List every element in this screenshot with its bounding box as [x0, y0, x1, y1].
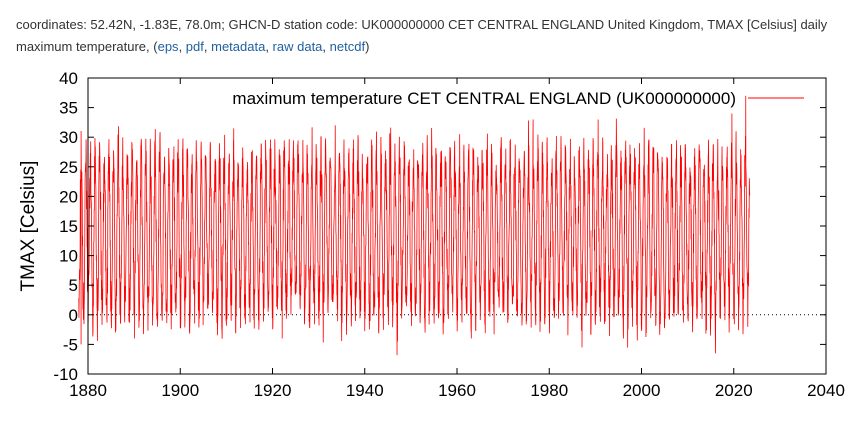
y-tick-label: 10 [59, 247, 78, 266]
legend-label: maximum temperature CET CENTRAL ENGLAND … [232, 89, 736, 108]
y-axis-label: TMAX [Celsius] [18, 161, 39, 292]
y-tick-label: 25 [59, 158, 78, 177]
pdf-link[interactable]: pdf [185, 39, 204, 54]
x-tick-label: 2000 [623, 381, 661, 400]
y-tick-label: -10 [53, 365, 78, 384]
metadata-link[interactable]: metadata [211, 39, 266, 54]
temperature-chart: 1880 1900 1920 1940 1960 1980 2000 2020 2040-10-… [18, 69, 845, 400]
y-tick-label: 15 [59, 217, 78, 236]
y-tick-label: 40 [59, 69, 78, 88]
y-tick-label: 0 [69, 306, 78, 325]
x-tick-label: 2020 [715, 381, 753, 400]
caption-text: coordinates: 52.42N, -1.83E, 78.0m; GHCN… [16, 17, 828, 54]
link-separator: , [203, 39, 212, 54]
link-separator: , [178, 39, 186, 54]
netcdf-link[interactable]: netcdf [329, 39, 366, 54]
station-caption: coordinates: 52.42N, -1.83E, 78.0m; GHCN… [16, 14, 848, 58]
x-tick-label: 1960 [438, 381, 476, 400]
raw-data-link[interactable]: raw data [272, 39, 323, 54]
x-tick-label: 2040 [807, 381, 845, 400]
x-tick-label: 1980 [530, 381, 568, 400]
x-tick-label: 1940 [346, 381, 384, 400]
series-line [78, 95, 751, 356]
y-tick-label: 35 [59, 99, 78, 118]
x-tick-label: 1880 [69, 381, 107, 400]
y-tick-label: 30 [59, 128, 78, 147]
x-tick-label: 1920 [254, 381, 292, 400]
link-separator: , [265, 39, 273, 54]
eps-link[interactable]: eps [157, 39, 179, 54]
y-tick-label: 20 [59, 187, 78, 206]
x-tick-label: 1900 [161, 381, 199, 400]
caption-close: ) [365, 39, 370, 54]
y-tick-label: 5 [69, 276, 78, 295]
y-tick-label: -5 [63, 335, 78, 354]
link-separator: , [322, 39, 330, 54]
